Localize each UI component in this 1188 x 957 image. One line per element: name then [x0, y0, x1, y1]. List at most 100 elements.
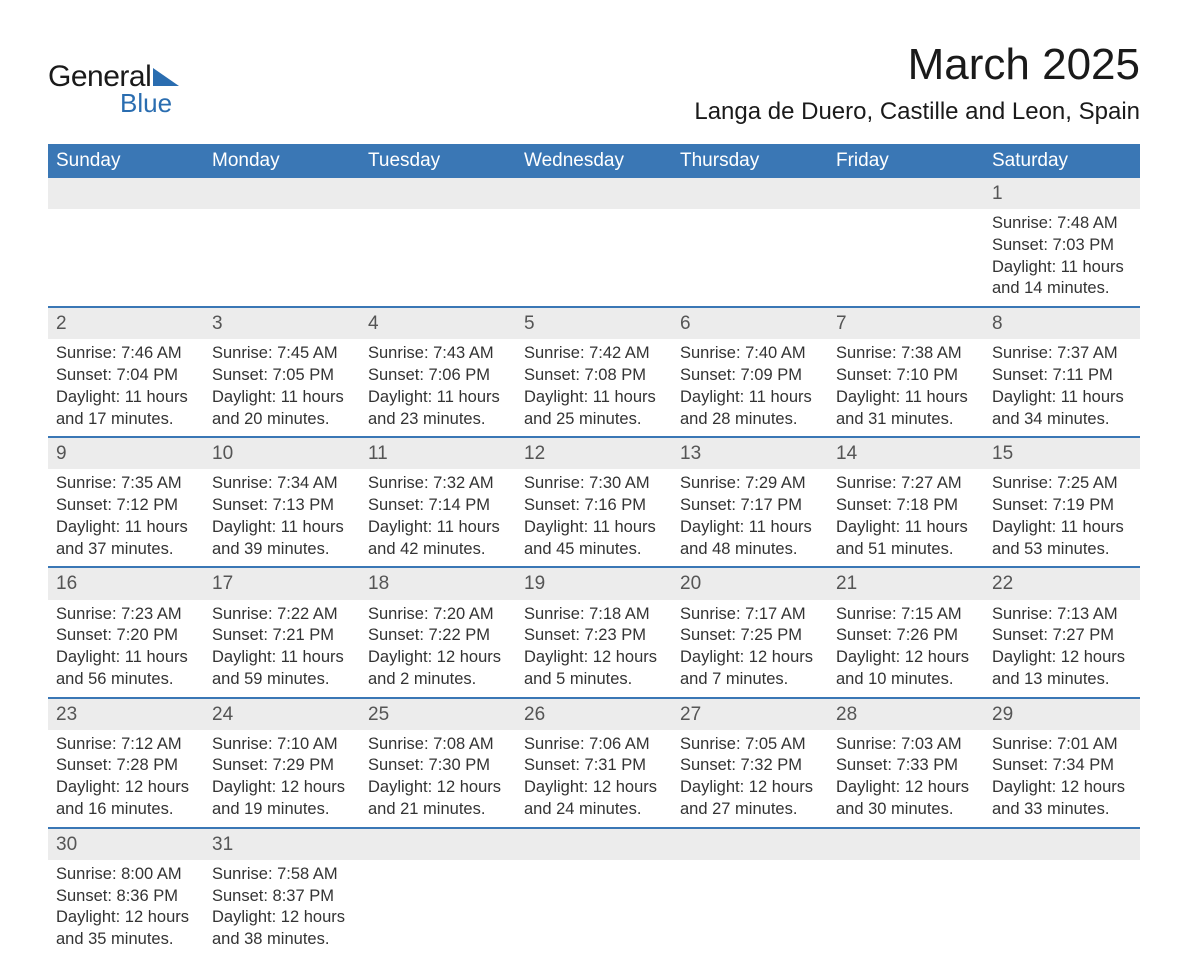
day-number-row: 9101112131415: [48, 437, 1140, 469]
day-data-cell: Sunrise: 7:13 AMSunset: 7:27 PMDaylight:…: [984, 600, 1140, 698]
sunset-text: Sunset: 7:20 PM: [56, 625, 196, 647]
sunset-text: Sunset: 7:32 PM: [680, 755, 820, 777]
daylight-text: Daylight: 11 hours: [56, 647, 196, 669]
day-data-cell: Sunrise: 7:05 AMSunset: 7:32 PMDaylight:…: [672, 730, 828, 828]
day-number-cell: [828, 828, 984, 860]
title-block: March 2025 Langa de Duero, Castille and …: [694, 40, 1140, 126]
daylight-text: and 21 minutes.: [368, 799, 508, 821]
sunset-text: Sunset: 7:11 PM: [992, 365, 1132, 387]
day-number-cell: 30: [48, 828, 204, 860]
day-data-row: Sunrise: 7:12 AMSunset: 7:28 PMDaylight:…: [48, 730, 1140, 828]
daylight-text: and 16 minutes.: [56, 799, 196, 821]
day-data-cell: [828, 860, 984, 957]
daylight-text: and 38 minutes.: [212, 929, 352, 951]
day-data-cell: [516, 860, 672, 957]
day-number-cell: 15: [984, 437, 1140, 469]
sunrise-text: Sunrise: 7:20 AM: [368, 604, 508, 626]
day-number-cell: 24: [204, 698, 360, 730]
brand-logo: General Blue: [48, 40, 179, 119]
day-number-cell: [828, 178, 984, 209]
day-data-cell: [828, 209, 984, 307]
daylight-text: Daylight: 12 hours: [524, 777, 664, 799]
sunrise-text: Sunrise: 7:17 AM: [680, 604, 820, 626]
day-number-cell: 31: [204, 828, 360, 860]
daylight-text: Daylight: 11 hours: [56, 517, 196, 539]
sunset-text: Sunset: 8:37 PM: [212, 886, 352, 908]
sunrise-text: Sunrise: 7:10 AM: [212, 734, 352, 756]
day-number-cell: [672, 828, 828, 860]
daylight-text: and 42 minutes.: [368, 539, 508, 561]
day-number-cell: [360, 178, 516, 209]
daylight-text: and 51 minutes.: [836, 539, 976, 561]
location-subtitle: Langa de Duero, Castille and Leon, Spain: [694, 98, 1140, 126]
day-data-cell: Sunrise: 7:20 AMSunset: 7:22 PMDaylight:…: [360, 600, 516, 698]
brand-name-2: Blue: [120, 88, 172, 119]
header: General Blue March 2025 Langa de Duero, …: [48, 40, 1140, 126]
daylight-text: Daylight: 12 hours: [836, 777, 976, 799]
sunrise-text: Sunrise: 7:18 AM: [524, 604, 664, 626]
day-data-cell: Sunrise: 7:18 AMSunset: 7:23 PMDaylight:…: [516, 600, 672, 698]
sunset-text: Sunset: 7:09 PM: [680, 365, 820, 387]
daylight-text: and 19 minutes.: [212, 799, 352, 821]
sunrise-text: Sunrise: 7:06 AM: [524, 734, 664, 756]
sunrise-text: Sunrise: 7:08 AM: [368, 734, 508, 756]
daylight-text: and 56 minutes.: [56, 669, 196, 691]
day-data-cell: Sunrise: 7:29 AMSunset: 7:17 PMDaylight:…: [672, 469, 828, 567]
sunset-text: Sunset: 7:13 PM: [212, 495, 352, 517]
day-number-cell: [516, 178, 672, 209]
day-number-cell: 8: [984, 307, 1140, 339]
day-number-cell: [204, 178, 360, 209]
weekday-header: Saturday: [984, 144, 1140, 178]
sunrise-text: Sunrise: 7:01 AM: [992, 734, 1132, 756]
day-data-cell: [204, 209, 360, 307]
day-data-cell: [672, 209, 828, 307]
day-data-cell: Sunrise: 7:48 AMSunset: 7:03 PMDaylight:…: [984, 209, 1140, 307]
sunrise-text: Sunrise: 7:12 AM: [56, 734, 196, 756]
sunset-text: Sunset: 7:08 PM: [524, 365, 664, 387]
day-number-cell: 5: [516, 307, 672, 339]
day-data-cell: Sunrise: 7:17 AMSunset: 7:25 PMDaylight:…: [672, 600, 828, 698]
daylight-text: and 45 minutes.: [524, 539, 664, 561]
daylight-text: Daylight: 11 hours: [212, 517, 352, 539]
sunrise-text: Sunrise: 7:03 AM: [836, 734, 976, 756]
day-data-cell: Sunrise: 7:30 AMSunset: 7:16 PMDaylight:…: [516, 469, 672, 567]
day-data-cell: Sunrise: 7:38 AMSunset: 7:10 PMDaylight:…: [828, 339, 984, 437]
daylight-text: and 13 minutes.: [992, 669, 1132, 691]
sunset-text: Sunset: 7:23 PM: [524, 625, 664, 647]
daylight-text: Daylight: 11 hours: [368, 387, 508, 409]
day-data-cell: [360, 209, 516, 307]
sunrise-text: Sunrise: 7:13 AM: [992, 604, 1132, 626]
day-data-cell: Sunrise: 7:06 AMSunset: 7:31 PMDaylight:…: [516, 730, 672, 828]
daylight-text: and 20 minutes.: [212, 409, 352, 431]
sunrise-text: Sunrise: 7:30 AM: [524, 473, 664, 495]
sunrise-text: Sunrise: 7:48 AM: [992, 213, 1132, 235]
daylight-text: Daylight: 11 hours: [992, 257, 1132, 279]
day-data-cell: Sunrise: 7:03 AMSunset: 7:33 PMDaylight:…: [828, 730, 984, 828]
sunrise-text: Sunrise: 7:58 AM: [212, 864, 352, 886]
day-number-cell: 14: [828, 437, 984, 469]
daylight-text: Daylight: 11 hours: [680, 387, 820, 409]
day-number-cell: 11: [360, 437, 516, 469]
day-number-cell: 29: [984, 698, 1140, 730]
daylight-text: Daylight: 12 hours: [212, 777, 352, 799]
daylight-text: and 48 minutes.: [680, 539, 820, 561]
sunset-text: Sunset: 7:19 PM: [992, 495, 1132, 517]
daylight-text: Daylight: 12 hours: [212, 907, 352, 929]
day-number-cell: 23: [48, 698, 204, 730]
sunset-text: Sunset: 7:03 PM: [992, 235, 1132, 257]
day-data-cell: Sunrise: 7:08 AMSunset: 7:30 PMDaylight:…: [360, 730, 516, 828]
daylight-text: and 59 minutes.: [212, 669, 352, 691]
day-number-cell: 6: [672, 307, 828, 339]
sunset-text: Sunset: 7:04 PM: [56, 365, 196, 387]
day-data-cell: Sunrise: 7:27 AMSunset: 7:18 PMDaylight:…: [828, 469, 984, 567]
sunset-text: Sunset: 7:16 PM: [524, 495, 664, 517]
daylight-text: and 24 minutes.: [524, 799, 664, 821]
sunset-text: Sunset: 7:06 PM: [368, 365, 508, 387]
daylight-text: Daylight: 12 hours: [56, 907, 196, 929]
daylight-text: and 39 minutes.: [212, 539, 352, 561]
daylight-text: and 30 minutes.: [836, 799, 976, 821]
day-number-cell: 22: [984, 567, 1140, 599]
daylight-text: Daylight: 11 hours: [680, 517, 820, 539]
day-number-row: 1: [48, 178, 1140, 209]
daylight-text: and 27 minutes.: [680, 799, 820, 821]
